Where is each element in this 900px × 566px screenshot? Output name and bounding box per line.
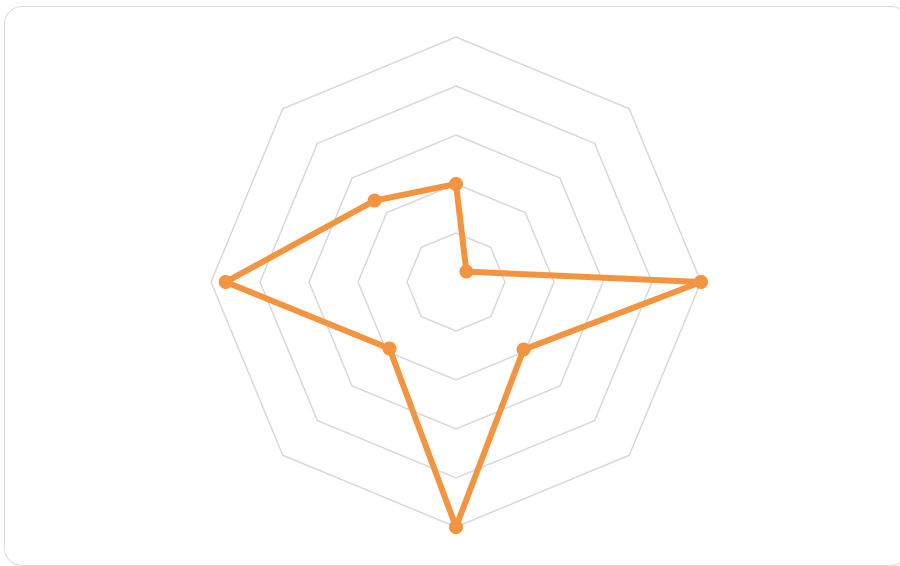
data-point-7[interactable] [218,275,233,289]
data-point-6[interactable] [382,341,397,356]
grid-ring-1 [406,232,506,332]
radar-chart [210,36,708,534]
radar-grid [210,36,702,528]
data-point-2[interactable] [459,264,474,279]
data-point-1[interactable] [449,177,463,191]
data-point-3[interactable] [694,275,708,289]
data-point-5[interactable] [449,520,463,534]
grid-ring-2 [357,183,555,381]
chart-card [4,6,900,566]
radar-series [218,177,708,534]
grid-ring-3 [308,134,604,430]
grid-ring-4 [259,85,653,479]
data-point-4[interactable] [516,342,531,357]
data-point-8[interactable] [367,193,382,208]
grid-ring-5 [210,36,702,528]
